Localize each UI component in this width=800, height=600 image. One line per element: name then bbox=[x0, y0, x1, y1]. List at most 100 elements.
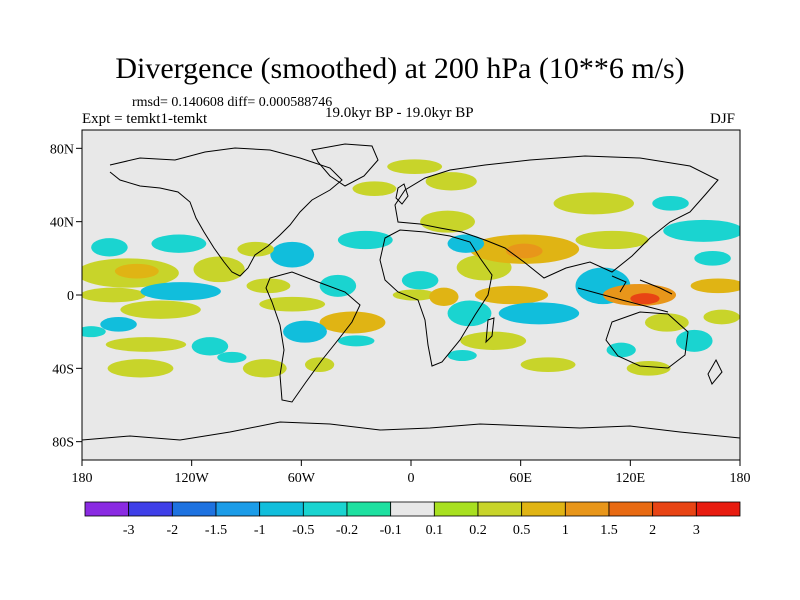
colorbar-swatch bbox=[259, 501, 304, 517]
contour-region-27 bbox=[425, 172, 477, 191]
colorbar-label: 0.5 bbox=[513, 523, 531, 538]
x-tick-label: 60E bbox=[509, 471, 532, 486]
contour-region-9 bbox=[191, 337, 229, 356]
colorbar-swatch bbox=[695, 501, 741, 517]
y-tick-label: 0 bbox=[67, 289, 74, 304]
colorbar-label: -0.1 bbox=[380, 523, 402, 538]
coast-uk bbox=[395, 183, 409, 205]
contour-region-36 bbox=[474, 285, 549, 305]
colorbar-label: -0.2 bbox=[336, 523, 358, 538]
contour-region-1 bbox=[114, 263, 159, 279]
y-tick-label: 40N bbox=[50, 216, 74, 231]
colorbar-swatch bbox=[390, 501, 435, 517]
contour-region-17 bbox=[246, 278, 291, 294]
contour-region-8 bbox=[100, 317, 137, 332]
colorbar: -3 -2 -1.5 -1 -0.5 -0.2 -0.1 0.1 0.2 0.5 1 1.5 2 3 bbox=[84, 501, 741, 538]
coast-madagascar bbox=[485, 317, 495, 344]
contour-region-12 bbox=[107, 359, 174, 378]
contour-region-14 bbox=[242, 359, 287, 378]
colorbar-swatch bbox=[433, 501, 479, 517]
contour-region-6 bbox=[151, 234, 207, 253]
colorbar-swatch bbox=[302, 501, 348, 517]
colorbar-swatch bbox=[608, 501, 654, 517]
colorbar-swatch bbox=[521, 501, 566, 517]
contour-region-55 bbox=[606, 342, 636, 358]
colorbar-label: -1.5 bbox=[205, 523, 227, 538]
colorbar-swatch bbox=[477, 501, 523, 517]
contour-region-11 bbox=[82, 326, 106, 338]
contour-region-29 bbox=[401, 271, 439, 290]
contour-region-25 bbox=[352, 181, 397, 197]
contour-region-22 bbox=[304, 357, 335, 372]
contour-region-7 bbox=[140, 282, 221, 301]
contour-region-2 bbox=[82, 287, 146, 303]
contour-region-24 bbox=[337, 230, 393, 250]
coast-africa bbox=[379, 229, 493, 367]
colorbar-label: 1 bbox=[562, 523, 569, 538]
x-tick-label: 120E bbox=[616, 471, 646, 486]
contour-region-53 bbox=[703, 309, 740, 325]
x-tick-label: 0 bbox=[408, 471, 415, 486]
axes: 180 120W 60W 0 60E 120E 180 80N 40N 0 40S 80S bbox=[50, 142, 751, 486]
contour-region-39 bbox=[460, 331, 527, 351]
y-tick-label: 80S bbox=[52, 436, 74, 451]
contour-region-18 bbox=[319, 274, 357, 297]
y-tick-label: 80N bbox=[50, 142, 74, 157]
contour-region-21 bbox=[283, 320, 327, 343]
contour-region-10 bbox=[105, 337, 187, 352]
contour-region-23 bbox=[337, 335, 375, 347]
contour-region-42 bbox=[553, 192, 634, 215]
coast-greenland bbox=[311, 143, 379, 187]
contour-region-5 bbox=[91, 238, 128, 257]
coast-antarctica bbox=[82, 421, 740, 441]
x-tick-label: 180 bbox=[730, 471, 751, 486]
colorbar-swatch bbox=[652, 501, 697, 517]
contour-region-19 bbox=[259, 296, 326, 312]
contour-region-16 bbox=[237, 241, 274, 257]
contour-region-49 bbox=[690, 278, 740, 294]
colorbar-swatch bbox=[346, 501, 392, 517]
chart-title: Divergence (smoothed) at 200 hPa (10**6 … bbox=[115, 52, 685, 85]
coast-indonesia bbox=[577, 275, 673, 313]
colorbar-swatch bbox=[215, 501, 261, 517]
coast-new-zealand bbox=[707, 358, 723, 385]
coast-australia bbox=[605, 311, 689, 369]
colorbar-label: 0.1 bbox=[426, 523, 444, 538]
colorbar-label: -1 bbox=[254, 523, 266, 538]
contour-region-37 bbox=[498, 302, 580, 325]
coastlines bbox=[82, 143, 740, 441]
contour-region-40 bbox=[520, 357, 576, 372]
colorbar-label: -2 bbox=[166, 523, 178, 538]
coast-north-america bbox=[109, 147, 343, 277]
colorbar-label: -3 bbox=[123, 523, 135, 538]
coast-south-america bbox=[265, 271, 361, 403]
contour-region-4 bbox=[120, 300, 201, 319]
contour-region-43 bbox=[652, 196, 689, 211]
x-tick-label: 180 bbox=[72, 471, 93, 486]
colorbar-swatch bbox=[84, 501, 130, 517]
contour-region-50 bbox=[694, 251, 731, 266]
contour-region-47 bbox=[630, 293, 660, 305]
contour-region-30 bbox=[392, 289, 437, 301]
stats-label: rmsd= 0.140608 diff= 0.000588746 bbox=[132, 95, 333, 110]
colorbar-swatch bbox=[171, 501, 217, 517]
contour-region-15 bbox=[270, 241, 315, 268]
contour-region-51 bbox=[644, 313, 689, 332]
contour-region-3 bbox=[193, 256, 245, 283]
contour-region-20 bbox=[319, 311, 386, 334]
colorbar-label: -0.5 bbox=[292, 523, 314, 538]
colorbar-label: 0.2 bbox=[469, 523, 487, 538]
y-tick-label: 40S bbox=[52, 362, 74, 377]
contour-region-41 bbox=[447, 350, 477, 361]
colorbar-label: 1.5 bbox=[600, 523, 618, 538]
colorbar-swatch bbox=[564, 501, 610, 517]
x-tick-label: 120W bbox=[175, 471, 210, 486]
x-tick-label: 60W bbox=[288, 471, 316, 486]
contour-region-35 bbox=[429, 287, 459, 307]
contour-region-44 bbox=[575, 230, 649, 250]
contour-region-48 bbox=[663, 219, 740, 242]
contour-region-33 bbox=[506, 243, 543, 259]
colorbar-label: 2 bbox=[649, 523, 656, 538]
contour-region-13 bbox=[217, 351, 247, 363]
